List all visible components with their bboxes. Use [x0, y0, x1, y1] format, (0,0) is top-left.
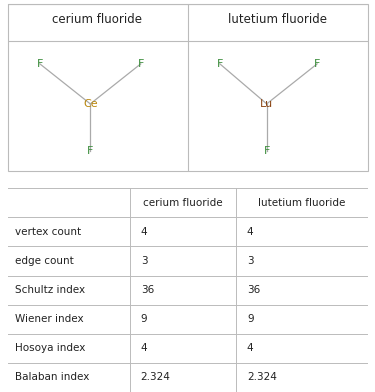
Text: Wiener index: Wiener index [15, 314, 83, 324]
Text: cerium fluoride: cerium fluoride [143, 198, 223, 208]
Text: 4: 4 [247, 227, 254, 237]
Text: 9: 9 [141, 314, 147, 324]
Text: edge count: edge count [15, 256, 74, 266]
Text: lutetium fluoride: lutetium fluoride [258, 198, 345, 208]
Text: Hosoya index: Hosoya index [15, 343, 85, 353]
Text: 4: 4 [141, 343, 147, 353]
Text: F: F [138, 59, 144, 69]
Text: Ce: Ce [83, 99, 98, 109]
Text: Balaban index: Balaban index [15, 372, 89, 383]
Text: 9: 9 [247, 314, 254, 324]
Text: F: F [87, 145, 93, 156]
Text: Schultz index: Schultz index [15, 285, 85, 295]
Text: F: F [217, 59, 223, 69]
Text: F: F [264, 145, 270, 156]
Text: lutetium fluoride: lutetium fluoride [228, 13, 327, 26]
Text: vertex count: vertex count [15, 227, 81, 237]
Text: 2.324: 2.324 [141, 372, 171, 383]
Text: 2.324: 2.324 [247, 372, 277, 383]
Text: 36: 36 [247, 285, 260, 295]
Text: 4: 4 [247, 343, 254, 353]
Text: F: F [37, 59, 43, 69]
Text: cerium fluoride: cerium fluoride [53, 13, 142, 26]
Text: 3: 3 [247, 256, 254, 266]
Text: 3: 3 [141, 256, 147, 266]
Text: F: F [314, 59, 320, 69]
Text: 4: 4 [141, 227, 147, 237]
Text: Lu: Lu [260, 99, 273, 109]
Text: 36: 36 [141, 285, 154, 295]
